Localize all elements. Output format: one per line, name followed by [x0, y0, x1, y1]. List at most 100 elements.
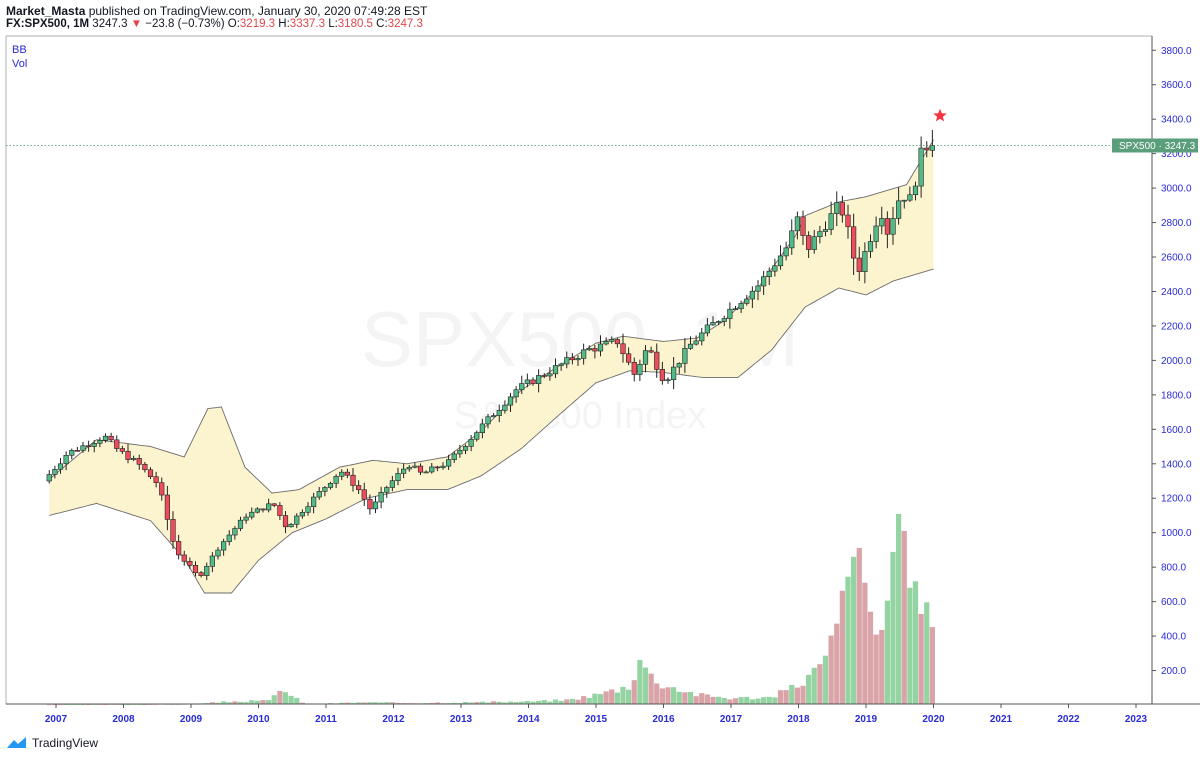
y-tick-label: 1400.0 — [1161, 459, 1192, 470]
candle — [305, 502, 311, 516]
volume-bar — [766, 696, 772, 704]
candle — [412, 462, 418, 469]
volume-bar — [496, 701, 502, 704]
candle — [356, 480, 362, 495]
candle — [108, 432, 114, 443]
candle — [687, 336, 694, 350]
tradingview-footer[interactable]: TradingView — [6, 736, 98, 750]
candle — [609, 336, 615, 344]
candle — [192, 561, 199, 577]
volume-bar — [817, 664, 823, 704]
y-tick-label: 400.0 — [1161, 632, 1186, 643]
candle — [890, 206, 896, 245]
x-tick-label: 2011 — [315, 714, 337, 725]
candle — [187, 557, 193, 569]
candle — [164, 485, 170, 531]
volume-bar — [710, 696, 716, 704]
x-tick-label: 2021 — [990, 714, 1013, 725]
volume-bar — [339, 702, 345, 704]
tradingview-logo-icon — [7, 737, 26, 748]
volume-bar — [125, 704, 131, 705]
close-label: C: — [376, 18, 388, 30]
volume-bar — [485, 702, 491, 704]
candle — [907, 186, 913, 202]
y-tick-label: 2200.0 — [1161, 321, 1192, 332]
publisher-line: Market_Masta published on TradingView.co… — [6, 4, 427, 18]
volume-bar — [209, 702, 215, 704]
candle — [727, 302, 733, 329]
candle — [294, 513, 300, 529]
volume-bar — [721, 697, 727, 704]
symbol-label[interactable]: FX:SPX500, 1M — [6, 18, 90, 30]
candle — [254, 507, 260, 514]
candle — [327, 481, 334, 490]
candle — [519, 375, 525, 395]
volume-bar — [907, 587, 913, 704]
x-tick-label: 2010 — [247, 714, 270, 725]
candle — [288, 522, 294, 528]
volume-bar — [822, 655, 829, 704]
candle — [676, 362, 682, 374]
candle — [851, 213, 857, 276]
volume-bar — [687, 692, 694, 704]
y-tick-label: 3400.0 — [1161, 115, 1192, 126]
candle — [417, 463, 424, 476]
last-price: 3247.3 — [92, 18, 128, 30]
candle — [749, 286, 755, 308]
candle — [333, 474, 339, 489]
author-name[interactable]: Market_Masta — [6, 4, 86, 18]
candle — [147, 467, 154, 480]
candle — [451, 451, 457, 464]
volume-bar — [732, 698, 739, 704]
volume-bar — [491, 701, 497, 704]
volume-bar — [744, 696, 750, 704]
volume-bar — [215, 702, 221, 704]
candle — [744, 295, 750, 306]
candle — [316, 487, 322, 500]
candle — [221, 538, 227, 556]
candle — [558, 362, 564, 371]
candles — [46, 129, 935, 581]
volume-bar — [575, 699, 581, 704]
volume-bar — [558, 700, 564, 704]
last-price-marker: SPX500 · 3247.3 — [6, 108, 1198, 153]
volume-bar — [597, 694, 604, 704]
volume-bar — [738, 697, 744, 704]
volume-bar — [609, 689, 615, 704]
candle — [344, 468, 350, 479]
volume-bar — [530, 701, 536, 704]
volume-bar — [434, 702, 440, 704]
volume-bar — [91, 704, 97, 705]
candle — [738, 300, 744, 313]
candle — [772, 258, 778, 277]
candle — [243, 513, 249, 524]
volume-bar — [254, 700, 260, 704]
candle — [575, 355, 581, 366]
indicator-vol[interactable]: Vol — [12, 58, 28, 70]
volume-bar — [80, 704, 86, 706]
volume-bar — [282, 692, 289, 704]
candle — [114, 435, 120, 452]
volume-bar — [547, 701, 553, 704]
x-tick-label: 2019 — [855, 714, 878, 725]
candle — [277, 502, 283, 520]
volume-bar — [479, 701, 485, 704]
volume-bar — [356, 702, 362, 704]
volume-bar — [136, 704, 142, 705]
y-tick-label: 3200.0 — [1161, 149, 1192, 160]
volume-bar — [879, 629, 885, 704]
candle — [502, 400, 508, 414]
volume-bar — [271, 695, 277, 704]
candle — [732, 305, 739, 311]
candle — [682, 338, 688, 373]
candle — [378, 486, 384, 509]
candle — [659, 361, 665, 385]
candle — [839, 195, 845, 223]
volume-bar — [474, 702, 480, 704]
y-tick-label: 2600.0 — [1161, 253, 1192, 264]
volume-bar — [176, 704, 182, 705]
volume-bar — [912, 581, 919, 704]
volume-bar — [468, 702, 474, 704]
candle — [440, 462, 446, 470]
indicator-bb[interactable]: BB — [12, 44, 27, 56]
